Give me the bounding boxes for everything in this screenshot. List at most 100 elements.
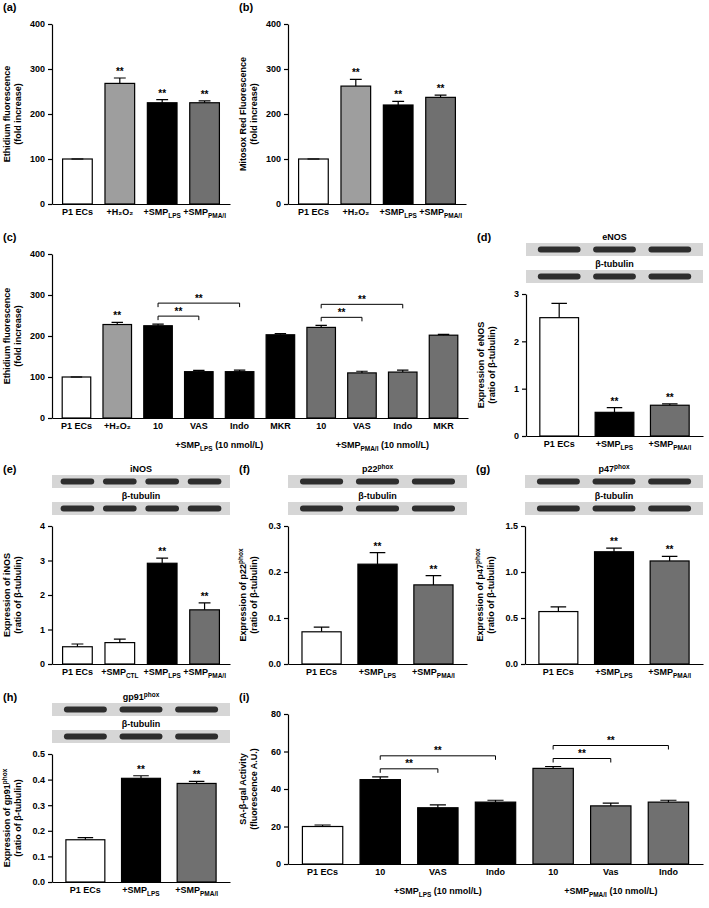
panel-label: (e) xyxy=(3,463,17,475)
x-tick-label: VAS xyxy=(353,421,371,431)
text-part: P1 ECs xyxy=(70,885,101,895)
text-part: (10 nmol/L) xyxy=(378,440,429,450)
y-tick: 200 xyxy=(30,109,52,119)
y-tick-mark xyxy=(284,618,288,619)
y-tick: 0.0 xyxy=(32,877,52,887)
text-part: +SMP xyxy=(412,667,437,677)
error-bar xyxy=(193,370,204,371)
error-bar xyxy=(660,800,676,802)
text-part: β-tubulin xyxy=(122,719,160,729)
y-tick: 0.3 xyxy=(32,801,52,811)
y-tick: 0.4 xyxy=(32,775,52,785)
x-tick: P1 ECs xyxy=(62,207,93,217)
text-part: (10 nmol/L) xyxy=(607,886,658,896)
x-axis: P1 ECs+SMPLPS+SMPPMA/I xyxy=(53,883,231,898)
y-tick-mark xyxy=(284,159,288,160)
x-tick-label: Indo xyxy=(659,867,678,877)
y-tick-label: 100 xyxy=(30,372,45,382)
bar xyxy=(383,105,413,204)
text-part: LPS xyxy=(168,212,181,219)
panel: (g)p47phoxβ-tubulin0.00.51.01.5P1 ECs+SM… xyxy=(474,463,704,680)
y-tick-mark xyxy=(522,341,526,342)
y-axis: 0100200300400 xyxy=(30,19,53,209)
y-tick: 3 xyxy=(514,289,526,299)
error-bar xyxy=(112,322,123,324)
text-part: P1 ECs xyxy=(306,667,337,677)
text-part: LPS xyxy=(419,891,432,898)
x-axis-line xyxy=(289,864,704,865)
text-part: LPS xyxy=(200,445,213,452)
x-tick-label: P1 ECs xyxy=(62,207,93,217)
blot-label: iNOS xyxy=(130,464,152,474)
x-tick: +H₂O₂ xyxy=(104,421,131,431)
x-tick-label: 10 xyxy=(375,867,385,877)
bar xyxy=(122,778,161,882)
bracket xyxy=(553,746,668,750)
significance: ** xyxy=(666,392,674,403)
blot-band xyxy=(103,479,137,485)
y-tick-label: 200 xyxy=(30,331,45,341)
y-axis-title: Expression of gp91phox xyxy=(1,768,12,867)
x-tick-label: +SMPPMA/I xyxy=(412,667,455,679)
text-part: p47 xyxy=(599,464,615,474)
y-axis-title: (ratio of β-tubulin) xyxy=(13,779,23,856)
text-part: 10 xyxy=(375,867,385,877)
error-bar xyxy=(370,553,386,565)
x-tick-label: +SMPPMA/I xyxy=(648,667,691,679)
text-part: P1 ECs xyxy=(298,207,329,217)
y-tick-mark xyxy=(48,882,52,883)
x-tick: 10 xyxy=(153,421,163,431)
x-tick-label: +SMPLPS xyxy=(144,207,182,219)
y-tick-label: 2 xyxy=(40,590,45,600)
y-tick-label: 4 xyxy=(40,521,45,531)
significance: ** xyxy=(116,66,124,77)
y-tick-label: 2 xyxy=(514,337,519,347)
y-tick-mark xyxy=(48,754,52,755)
bar xyxy=(533,768,573,864)
blot-band xyxy=(593,479,636,485)
text-part: Mitosox Red Fluorescence xyxy=(238,57,248,171)
error-bar xyxy=(314,627,330,632)
text-part: P1 ECs xyxy=(61,421,92,431)
text-part: β-tubulin xyxy=(122,491,160,501)
y-tick-mark xyxy=(48,831,52,832)
x-tick-label: Indo xyxy=(393,421,412,431)
plot-marks xyxy=(302,767,688,865)
y-axis-title: (ratio of β-tubulin) xyxy=(487,326,497,403)
y-tick-mark xyxy=(48,336,52,337)
y-tick: 400 xyxy=(30,249,52,259)
error-bar xyxy=(603,803,619,806)
error-bar xyxy=(356,371,367,373)
bar xyxy=(348,373,377,418)
y-tick-mark xyxy=(48,24,52,25)
x-tick: +SMPPMA/I xyxy=(183,667,226,679)
y-tick-label: 0 xyxy=(40,413,45,423)
blot-band xyxy=(537,479,580,485)
text-part: +SMP xyxy=(394,886,419,896)
significance: ** xyxy=(430,564,438,575)
text-part: +SMP xyxy=(183,207,208,217)
error-bar xyxy=(234,370,245,372)
x-tick: +SMPLPS xyxy=(595,667,633,679)
x-axis-line xyxy=(289,204,467,205)
y-tick-mark xyxy=(48,204,52,205)
x-tick-label: P1 ECs xyxy=(306,667,337,677)
y-tick: 60 xyxy=(271,747,288,757)
error-bar xyxy=(487,800,503,802)
y-axis-title: (fluorescence A.U.) xyxy=(249,748,259,830)
y-tick-label: 0 xyxy=(40,199,45,209)
bar xyxy=(591,806,631,864)
bar xyxy=(650,405,689,436)
x-tick: MKR xyxy=(433,421,454,431)
y-tick-mark xyxy=(522,294,526,295)
x-axis: P1 ECs10VASIndo10VasIndo xyxy=(289,865,704,878)
x-tick: VAS xyxy=(353,421,371,431)
x-tick-label: Vas xyxy=(603,867,619,877)
panel: (d)eNOSβ-tubulin0123P1 ECs+SMPLPS+SMPPMA… xyxy=(476,231,704,451)
y-axis-title: Expression of p47phox xyxy=(474,548,485,641)
error-bar xyxy=(662,404,677,405)
bar xyxy=(540,318,579,436)
y-tick-label: 0.5 xyxy=(505,613,518,623)
y-tick-label: 0.5 xyxy=(32,749,45,759)
text-part: (ratio of β-tubulin) xyxy=(486,556,496,633)
